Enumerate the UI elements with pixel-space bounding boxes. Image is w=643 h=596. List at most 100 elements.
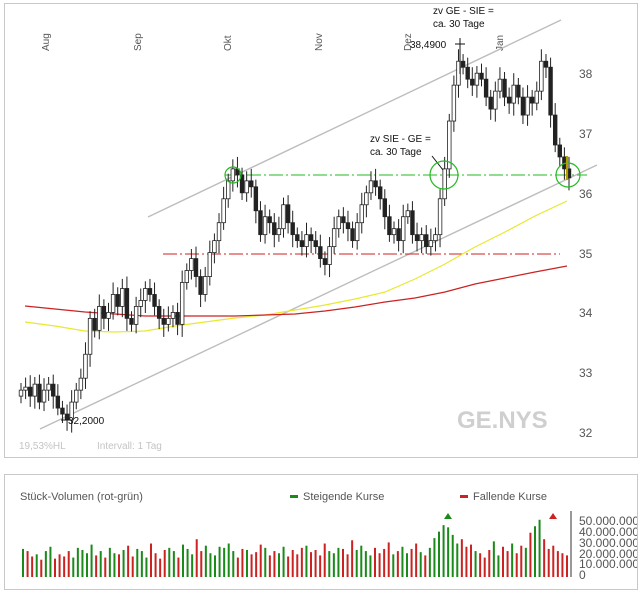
- candle-body: [101, 306, 107, 319]
- volume-bar: [264, 547, 267, 577]
- annotation-sie-ge-line2: ca. 30 Tage: [370, 147, 422, 158]
- volume-bar: [300, 547, 303, 577]
- volume-bar: [538, 519, 541, 577]
- candle-body: [133, 306, 139, 325]
- volume-bar: [543, 539, 546, 577]
- volume-bar: [351, 540, 354, 577]
- candle-body: [41, 389, 47, 403]
- candle-body: [442, 168, 447, 200]
- volume-bar: [218, 546, 221, 577]
- volume-bar: [355, 550, 358, 577]
- volume-bar: [342, 548, 344, 577]
- volume-bar: [118, 554, 120, 577]
- volume-bar: [58, 554, 61, 577]
- volume-bar: [72, 557, 75, 577]
- candle-body: [419, 234, 424, 242]
- volume-bar: [492, 541, 495, 577]
- candle-body: [216, 222, 222, 242]
- volume-bar: [451, 534, 454, 577]
- candle-body: [189, 258, 194, 271]
- volume-bar: [278, 553, 280, 577]
- vol-tick-30m: 30.000.000: [579, 536, 637, 550]
- volume-bar: [140, 551, 143, 577]
- volume-bar: [236, 557, 239, 577]
- candle-body: [239, 174, 245, 194]
- volume-bar: [332, 553, 335, 577]
- candle-body: [506, 96, 512, 104]
- candle-body: [83, 353, 88, 379]
- y-tick-34: 34: [579, 306, 593, 320]
- candle-body: [539, 60, 544, 92]
- candle-body: [166, 317, 171, 325]
- volume-bar: [552, 545, 555, 577]
- volume-bar: [387, 542, 390, 577]
- volume-bar: [22, 548, 24, 577]
- volume-bar: [470, 544, 472, 577]
- candle-body: [322, 258, 328, 265]
- month-label-nov: Nov: [314, 33, 325, 51]
- volume-bar: [515, 553, 518, 577]
- volume-bar: [497, 555, 500, 577]
- volume-bar: [63, 556, 66, 577]
- candle-body: [97, 306, 102, 331]
- volume-bar: [268, 555, 271, 577]
- volume-bar: [150, 543, 152, 577]
- volume-bar: [488, 550, 491, 577]
- volume-bar: [223, 547, 226, 577]
- candle-body: [249, 180, 254, 188]
- volume-bar: [26, 551, 29, 577]
- volume-bar: [131, 556, 134, 577]
- candle-body: [32, 383, 38, 397]
- legend-up-label: Steigende Kurse: [303, 491, 384, 503]
- y-tick-35: 35: [579, 247, 593, 261]
- candle-body: [152, 294, 157, 307]
- circle-marker-okt: [224, 166, 242, 184]
- volume-bar: [291, 550, 294, 577]
- candle-body: [276, 228, 282, 236]
- price-chart-panel: Aug Sep Okt Nov Dez Jan 38 37 36 35 34 3…: [4, 3, 638, 458]
- volume-bar: [182, 544, 184, 577]
- candle-body: [272, 222, 277, 236]
- volume-bar: [95, 555, 98, 577]
- candle-body: [226, 180, 231, 200]
- vol-tick-20m: 20.000.000: [579, 547, 637, 561]
- legend-down-swatch: [460, 495, 468, 498]
- candle-body: [193, 258, 199, 277]
- volume-bar: [323, 543, 326, 577]
- candle-body: [341, 216, 346, 224]
- volume-bar: [108, 547, 111, 577]
- candle-body: [387, 216, 392, 236]
- volume-bar: [566, 555, 568, 577]
- candle-body: [428, 240, 434, 248]
- candle-body: [106, 311, 111, 319]
- volume-bar: [99, 551, 102, 577]
- candle-body: [295, 234, 300, 242]
- volume-bar: [447, 527, 450, 577]
- volume-bar: [250, 554, 253, 577]
- low-value-label: 32,2000: [68, 416, 105, 427]
- candle-body: [253, 186, 259, 212]
- candle-body: [143, 288, 148, 301]
- volume-bar: [154, 553, 157, 577]
- candle-body: [497, 78, 503, 92]
- price-chart: Aug Sep Okt Nov Dez Jan 38 37 36 35 34 3…: [18, 6, 598, 452]
- candle-body: [51, 383, 56, 397]
- volume-bar: [200, 551, 203, 577]
- volume-bar: [378, 553, 381, 577]
- candle-body: [18, 389, 24, 397]
- volume-bar: [374, 547, 376, 577]
- candle-body: [37, 383, 42, 403]
- volume-chart: Stück-Volumen (rot-grün) Steigende Kurse…: [20, 491, 639, 582]
- volume-bar: [163, 550, 166, 577]
- month-label-sep: Sep: [133, 33, 144, 51]
- candle-body: [110, 294, 116, 313]
- candle-body: [447, 120, 452, 170]
- candle-body: [262, 216, 268, 236]
- volume-bar: [410, 548, 413, 577]
- candle-body: [203, 276, 208, 295]
- volume-bar-series: [22, 519, 568, 577]
- volume-y-axis: 50.000.000 40.000.000 30.000.000 20.000.…: [579, 514, 639, 582]
- volume-bar: [54, 558, 56, 577]
- candle-body: [368, 180, 374, 194]
- volume-bar: [369, 555, 372, 577]
